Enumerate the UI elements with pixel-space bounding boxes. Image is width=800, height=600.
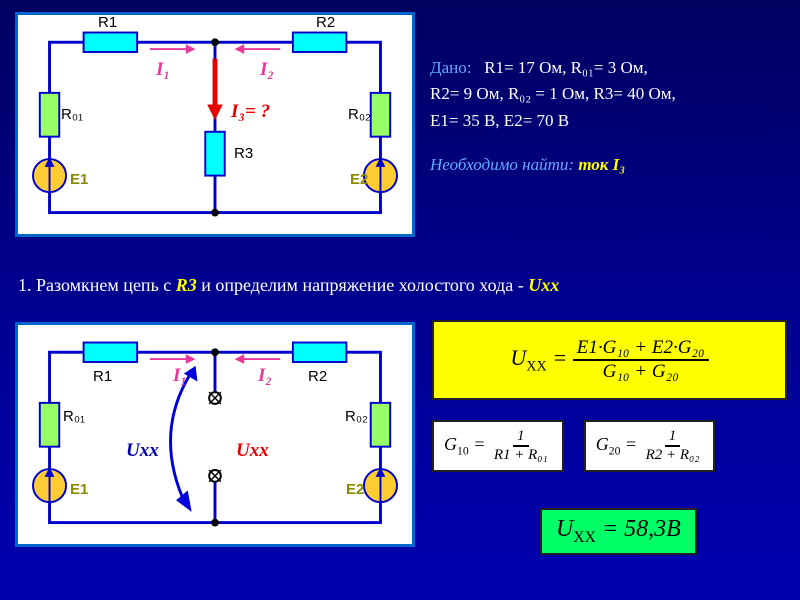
g20-den: R2 + R₀₂	[642, 447, 704, 464]
label-r1: R1	[98, 14, 117, 31]
formula-g10: G10 = 1 R1 + R₀₁	[432, 420, 564, 472]
given-line-2: R2= 9 Ом, R₀₂ = 1 Ом, R3= 40 Ом,	[430, 81, 790, 107]
c2-label-r2: R2	[308, 368, 327, 385]
dano-label: Дано:	[430, 58, 471, 77]
formula-num: E1·G₁₀ + E2·G₂₀	[573, 337, 709, 361]
label-i2: I₂	[260, 59, 274, 81]
c2-label-e2: E2	[346, 481, 364, 498]
circuit-svg-2	[18, 325, 412, 544]
c2-label-r1: R1	[93, 368, 112, 385]
find-what: ток I₃	[578, 155, 625, 174]
label-i1: I₁	[156, 59, 170, 81]
formula-uxx: UXX = E1·G₁₀ + E2·G₂₀ G₁₀ + G₂₀	[432, 320, 787, 400]
circuit-diagram-2: R1 R2 R₀₁ R₀₂ E1 E2 I₁ I₂ Uхх Uхх	[15, 322, 415, 547]
g20-num: 1	[665, 428, 681, 447]
label-r2: R2	[316, 14, 335, 31]
step-text: 1. Разомкнем цепь с R3 и определим напря…	[18, 275, 778, 296]
label-e1: E1	[70, 171, 88, 188]
c2-label-i2: I₂	[258, 365, 272, 387]
circuit-diagram-1: R1 R2 R₀₁ R₀₂ R3 E1 E2 I₁ I₂ I₃= ?	[15, 12, 415, 237]
g10-den: R1 + R₀₁	[490, 447, 552, 464]
find-prefix: Необходимо найти	[430, 155, 568, 174]
label-r3: R3	[234, 145, 253, 162]
circuit-svg-1	[18, 15, 412, 234]
step-prefix: 1. Разомкнем цепь с	[18, 275, 176, 295]
step-r3: R3	[176, 275, 197, 295]
label-i3: I₃= ?	[231, 101, 270, 123]
formula-den: G₁₀ + G₂₀	[599, 361, 683, 383]
formula-result: UXX = 58,3В	[540, 508, 697, 555]
given-block: Дано: R1= 17 Ом, R₀₁= 3 Ом, R2= 9 Ом, R₀…	[430, 55, 790, 178]
g10-num: 1	[513, 428, 529, 447]
label-r02: R₀₂	[348, 106, 371, 123]
find-line: Необходимо найти: ток I₃	[430, 152, 790, 178]
label-r01: R₀₁	[61, 106, 83, 123]
g-formulas-row: G10 = 1 R1 + R₀₁ G20 = 1 R2 + R₀₂	[432, 420, 715, 472]
c2-uxx-blue: Uхх	[126, 440, 159, 462]
label-e2: E2	[350, 171, 368, 188]
c2-label-e1: E1	[70, 481, 88, 498]
given-line-1: Дано: R1= 17 Ом, R₀₁= 3 Ом,	[430, 55, 790, 81]
c2-label-r01: R₀₁	[63, 408, 85, 425]
step-mid: и определим напряжение холостого хода -	[201, 275, 528, 295]
c2-label-i1: I₁	[173, 365, 187, 387]
c2-label-r02: R₀₂	[345, 408, 368, 425]
c2-uxx-red: Uхх	[236, 440, 269, 462]
step-uxx: Uхх	[528, 275, 559, 295]
given-values-1: R1= 17 Ом, R₀₁= 3 Ом,	[484, 58, 648, 77]
formula-g20: G20 = 1 R2 + R₀₂	[584, 420, 716, 472]
given-line-3: E1= 35 В, E2= 70 В	[430, 108, 790, 134]
